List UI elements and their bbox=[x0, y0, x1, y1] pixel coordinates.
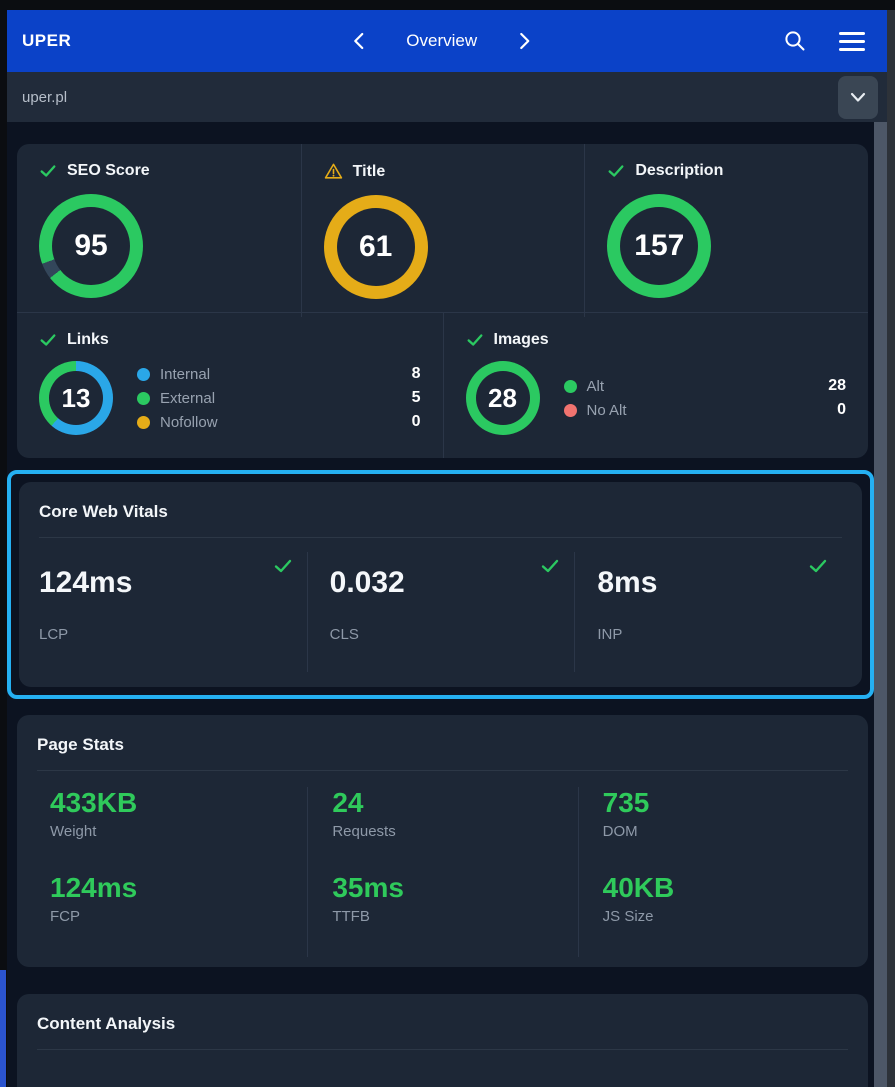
score-grid: SEO Score 95 Title 61 bbox=[17, 144, 868, 458]
analyzed-url: uper.pl bbox=[22, 88, 68, 106]
stats-column-2: 24 Requests 35ms TTFB bbox=[307, 787, 577, 957]
stats-column-1: 433KB Weight 124ms FCP bbox=[37, 787, 307, 957]
title-length-value: 61 bbox=[358, 230, 393, 263]
links-card[interactable]: Links 13 Internal 8 bbox=[17, 313, 443, 458]
url-dropdown-button[interactable] bbox=[838, 75, 878, 119]
section-title: Core Web Vitals bbox=[39, 502, 168, 521]
metric-inp: 8ms INP bbox=[574, 552, 842, 672]
page-stats-grid: 433KB Weight 124ms FCP 24 Requests 35ms bbox=[37, 787, 848, 957]
section-title: Content Analysis bbox=[37, 1014, 176, 1033]
legend-item-external: External 5 bbox=[137, 389, 421, 408]
legend-item-nofollow: Nofollow 0 bbox=[137, 413, 421, 432]
check-icon bbox=[467, 334, 482, 346]
check-icon bbox=[274, 559, 291, 573]
legend-item-internal: Internal 8 bbox=[137, 365, 421, 384]
no-alt-dot-icon bbox=[563, 403, 577, 417]
divider bbox=[39, 537, 842, 538]
seo-score-ring: 95 bbox=[39, 194, 143, 298]
description-ring: 157 bbox=[607, 194, 712, 298]
page-stats-card[interactable]: Page Stats 433KB Weight 124ms FCP 24 bbox=[17, 715, 868, 967]
stat-requests: 24 Requests bbox=[332, 787, 396, 840]
section-title: Page Stats bbox=[37, 735, 124, 754]
images-total-value: 28 bbox=[488, 382, 517, 413]
stat-fcp: 124ms FCP bbox=[50, 872, 138, 925]
search-icon bbox=[785, 31, 805, 51]
check-icon bbox=[608, 165, 624, 177]
core-web-vitals-highlight: Core Web Vitals 124ms LCP 0.032 bbox=[7, 470, 874, 699]
check-icon bbox=[40, 165, 56, 177]
seo-score-card[interactable]: SEO Score 95 bbox=[17, 144, 301, 317]
divider bbox=[37, 1049, 848, 1050]
nav-prev-button[interactable] bbox=[353, 32, 364, 50]
content-area: SEO Score 95 Title 61 bbox=[7, 122, 874, 1087]
app-header: UPER Overview bbox=[7, 10, 887, 72]
images-card[interactable]: Images 28 Alt 28 bbox=[442, 313, 869, 458]
metric-lcp: 124ms LCP bbox=[39, 552, 307, 672]
url-bar: uper.pl bbox=[7, 72, 887, 122]
title-card[interactable]: Title 61 bbox=[300, 144, 585, 317]
divider bbox=[37, 770, 848, 771]
page-behind-blue-strip bbox=[0, 970, 6, 1087]
nofollow-dot-icon bbox=[137, 415, 150, 429]
scrollbar-thumb[interactable] bbox=[874, 122, 887, 1087]
links-legend: Internal 8 External 5 Nofollow bbox=[137, 365, 421, 432]
search-button[interactable] bbox=[783, 29, 807, 53]
chevron-right-icon bbox=[520, 32, 530, 50]
internal-dot-icon bbox=[137, 367, 150, 381]
menu-button[interactable] bbox=[839, 31, 865, 51]
window-edge-right bbox=[887, 10, 895, 1087]
nav-next-button[interactable] bbox=[519, 32, 530, 50]
extension-panel: UPER Overview uper.pl bbox=[7, 10, 887, 1087]
card-title: SEO Score bbox=[67, 162, 150, 179]
header-actions bbox=[783, 29, 865, 53]
metric-cls: 0.032 CLS bbox=[306, 552, 575, 672]
images-legend: Alt 28 No Alt 0 bbox=[563, 377, 846, 420]
brand-logo: UPER bbox=[22, 31, 72, 50]
images-ring: 28 bbox=[465, 361, 540, 435]
warning-icon bbox=[324, 163, 342, 179]
check-icon bbox=[809, 559, 827, 573]
stat-js-size: 40KB JS Size bbox=[602, 872, 675, 925]
core-web-vitals-card[interactable]: Core Web Vitals 124ms LCP 0.032 bbox=[19, 482, 862, 687]
links-ring: 13 bbox=[39, 361, 113, 435]
links-total-value: 13 bbox=[61, 382, 91, 413]
alt-dot-icon bbox=[563, 379, 577, 393]
check-icon bbox=[40, 334, 56, 346]
chevron-down-icon bbox=[850, 92, 866, 102]
legend-item-no-alt: No Alt 0 bbox=[563, 401, 846, 420]
external-dot-icon bbox=[137, 391, 150, 405]
card-title: Links bbox=[67, 331, 109, 348]
card-title: Description bbox=[635, 162, 724, 179]
stat-ttfb: 35ms TTFB bbox=[332, 872, 404, 925]
check-icon bbox=[542, 559, 559, 573]
stat-dom: 735 DOM bbox=[602, 787, 650, 840]
stat-weight: 433KB Weight bbox=[50, 787, 138, 840]
seo-score-value: 95 bbox=[74, 229, 108, 262]
card-title: Images bbox=[493, 331, 549, 348]
section-nav: Overview bbox=[353, 10, 530, 72]
title-ring: 61 bbox=[323, 195, 428, 299]
description-card[interactable]: Description 157 bbox=[584, 144, 868, 317]
chevron-left-icon bbox=[354, 32, 364, 50]
legend-item-alt: Alt 28 bbox=[563, 377, 846, 396]
description-length-value: 157 bbox=[634, 229, 685, 262]
stats-column-3: 735 DOM 40KB JS Size bbox=[577, 787, 848, 957]
burger-icon bbox=[839, 31, 865, 35]
nav-section-title: Overview bbox=[406, 31, 478, 50]
card-title: Title bbox=[352, 162, 386, 180]
content-analysis-card[interactable]: Content Analysis bbox=[17, 994, 868, 1087]
cwv-metrics: 124ms LCP 0.032 CLS 8m bbox=[39, 552, 842, 672]
